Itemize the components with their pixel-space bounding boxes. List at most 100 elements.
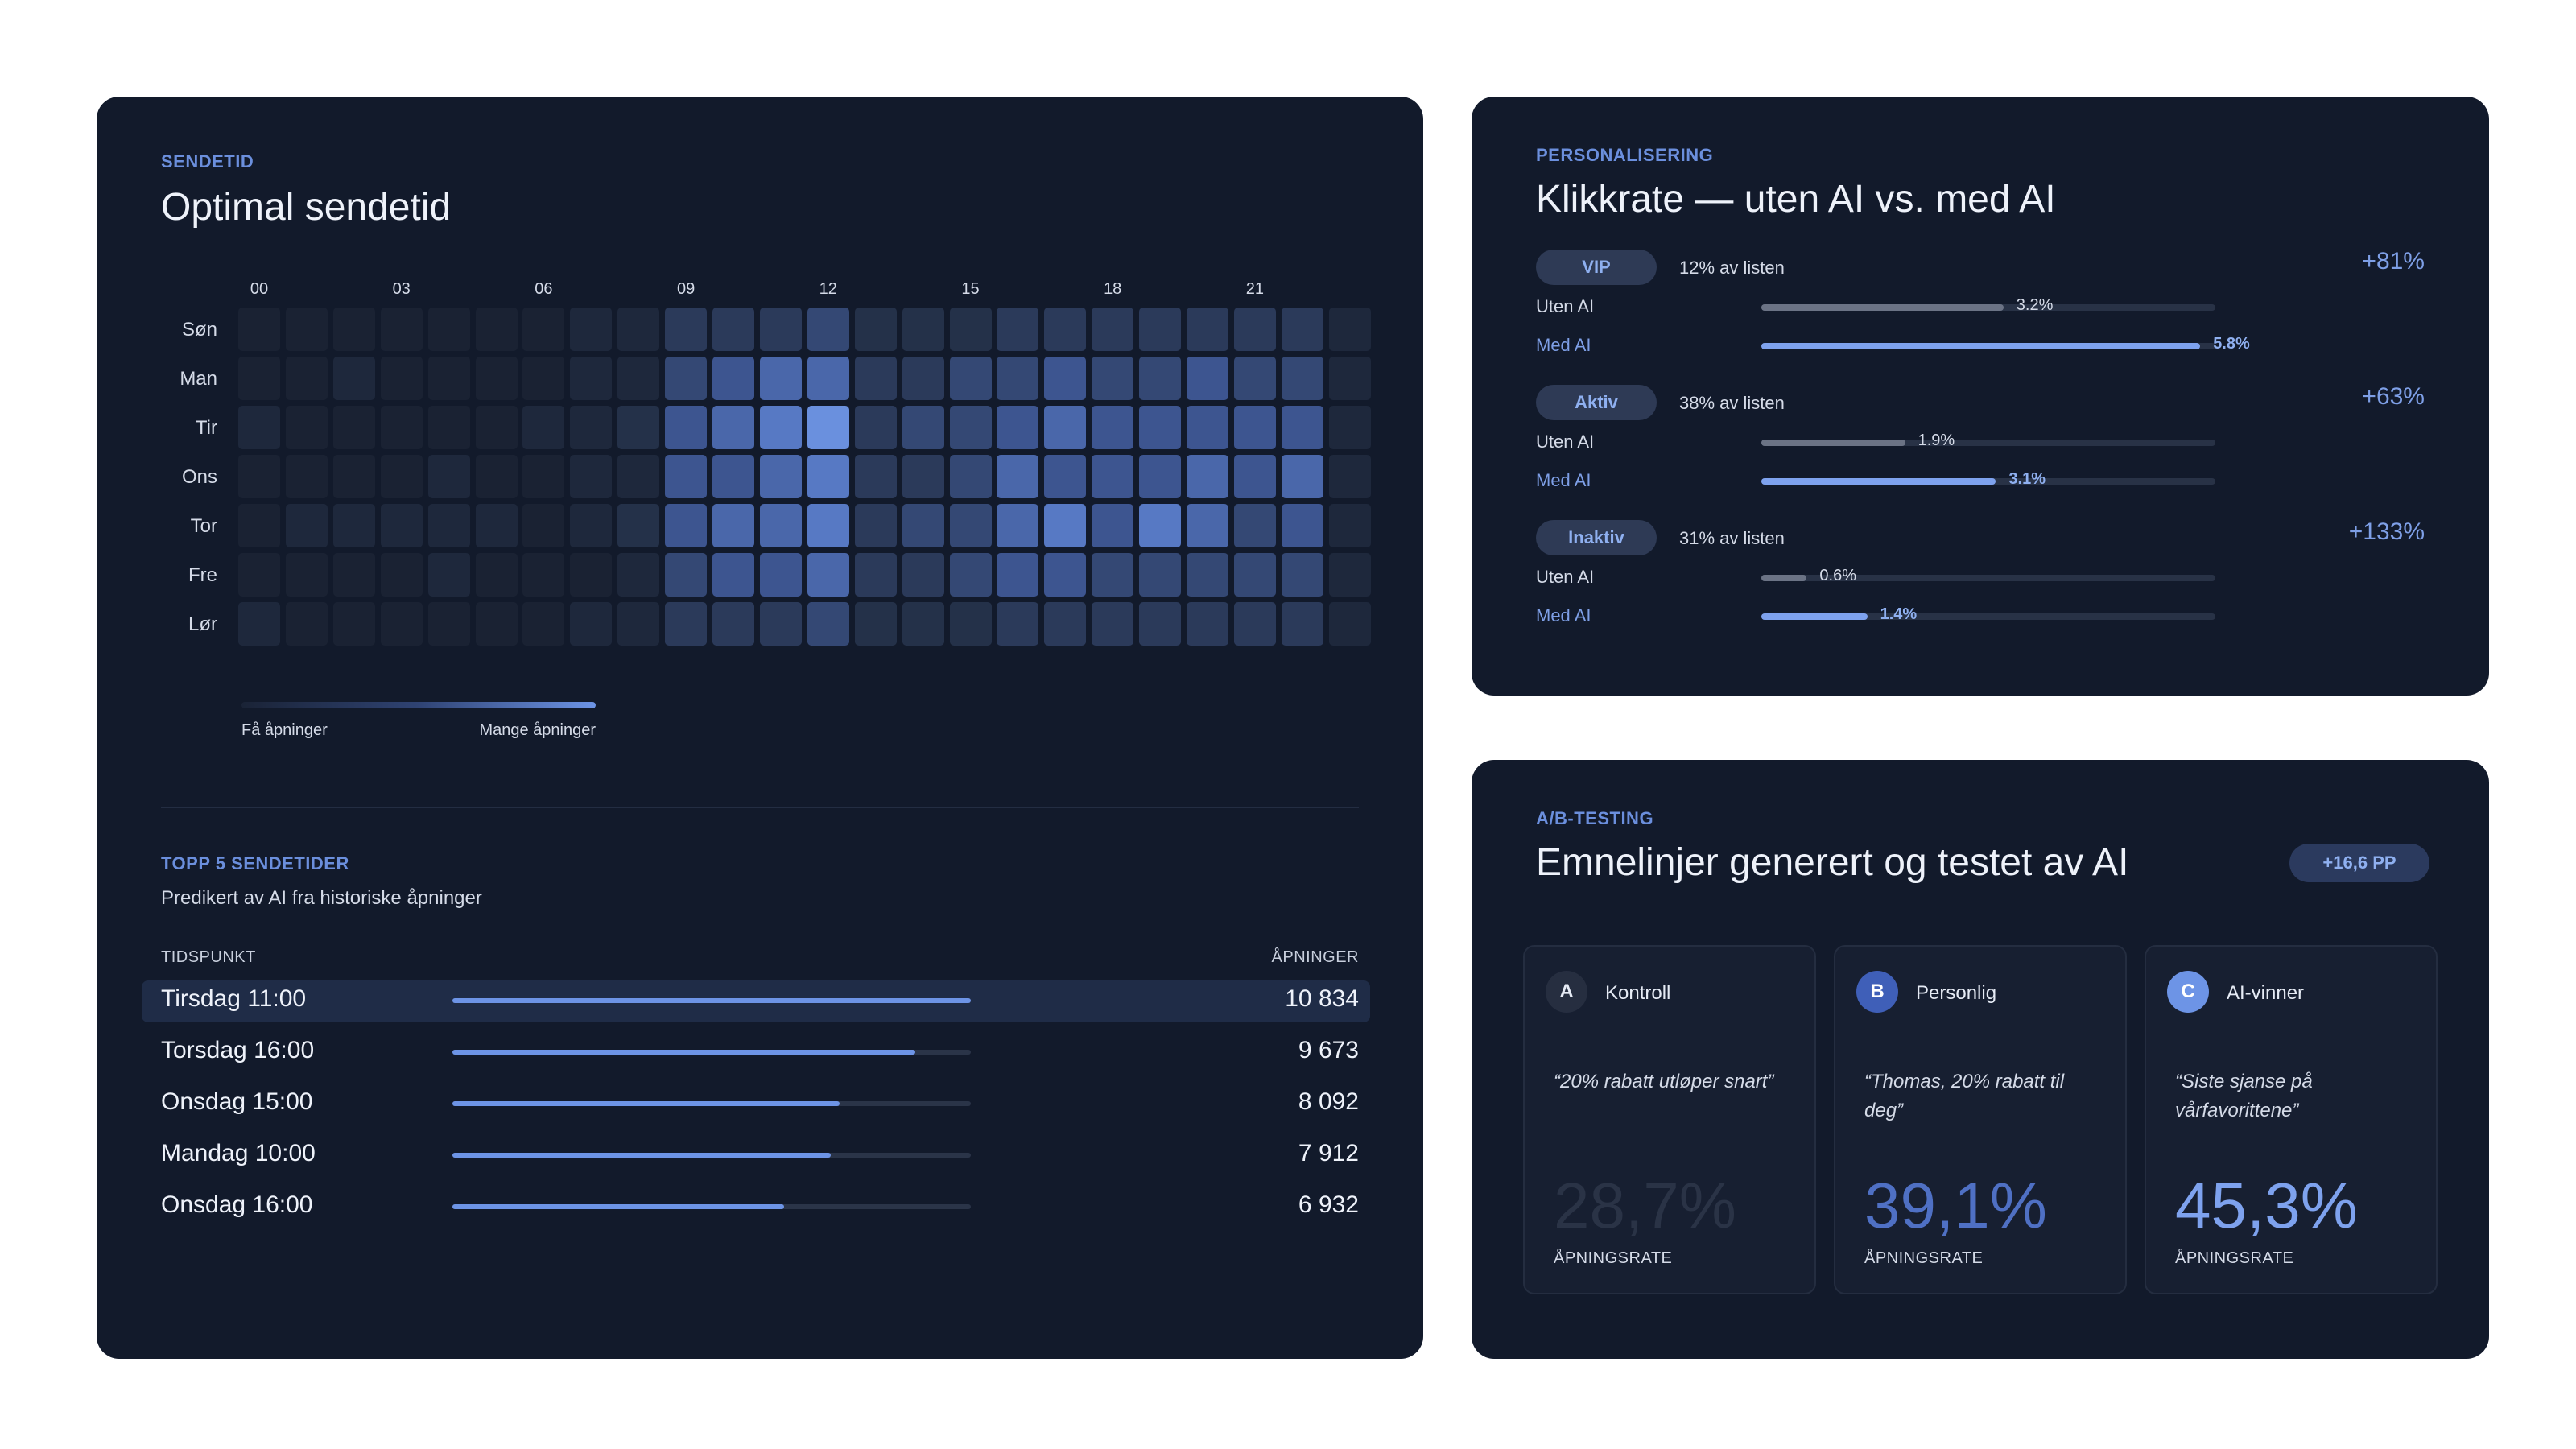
heatmap-cell	[759, 553, 802, 597]
heatmap-cell	[427, 357, 470, 400]
heatmap-cell	[759, 308, 802, 351]
day-label: Tor	[190, 515, 217, 537]
heatmap-cell	[238, 455, 280, 498]
rate-row-label: Uten AI	[1536, 296, 1595, 316]
heatmap-cell	[617, 357, 660, 400]
heatmap-cell	[617, 406, 660, 449]
heatmap-cell	[1187, 504, 1228, 547]
hour-label: 06	[535, 280, 553, 298]
rate-value: 1.9%	[1918, 431, 1955, 449]
heatmap-cell	[807, 504, 849, 547]
heatmap-cell	[997, 553, 1039, 597]
heatmap-cell	[1281, 308, 1323, 351]
heatmap-cell	[238, 553, 280, 597]
variant-name: Personlig	[1916, 982, 1997, 1004]
heatmap-cell	[902, 357, 944, 400]
heatmap-cell	[665, 553, 708, 597]
variant-subject-line: “20% rabatt utløper snart”	[1554, 1071, 1774, 1092]
heatmap-cell	[1328, 455, 1371, 498]
heatmap-cell	[1233, 504, 1276, 547]
heatmap-cell	[475, 357, 518, 400]
segment-badge: Aktiv	[1536, 385, 1657, 420]
lift-badge: +16,6 PP	[2289, 844, 2429, 882]
heatmap-cell	[285, 406, 328, 449]
heatmap-cell	[1092, 357, 1134, 400]
top5-eyebrow: TOPP 5 SENDETIDER	[161, 853, 349, 873]
top5-time: Onsdag 16:00	[161, 1191, 313, 1218]
segment-lift: +133%	[2348, 518, 2425, 545]
heatmap-legend-bar	[242, 702, 596, 708]
heatmap-cell	[902, 406, 944, 449]
heatmap-cell	[427, 504, 470, 547]
rate-row-label: Uten AI	[1536, 567, 1595, 587]
rate-bar-fill	[1761, 478, 1996, 485]
ab-eyebrow: A/B-TESTING	[1536, 808, 1654, 828]
heatmap-cell	[712, 308, 754, 351]
heatmap-cell	[1092, 602, 1134, 646]
top5-count: 7 912	[1298, 1140, 1359, 1166]
heatmap-cell	[997, 455, 1039, 498]
top5-bar-fill	[452, 1204, 785, 1209]
heatmap-cell	[570, 357, 613, 400]
heatmap-cell	[522, 308, 565, 351]
heatmap-cell	[570, 553, 613, 597]
heatmap-cell	[332, 455, 375, 498]
heatmap-cell	[427, 406, 470, 449]
heatmap-cell	[570, 455, 613, 498]
segment-lift: +81%	[2362, 248, 2425, 275]
heatmap-cell	[1139, 406, 1182, 449]
heatmap-cell	[332, 602, 375, 646]
top5-time: Tirsdag 11:00	[161, 985, 307, 1012]
variant-card-b: B Personlig “Thomas, 20% rabatt til deg” 39…	[1834, 945, 2127, 1294]
hour-label: 15	[961, 280, 980, 298]
heatmap-cell	[475, 504, 518, 547]
send-time-title: Optimal sendetid	[161, 186, 452, 229]
variant-open-rate-label: ÅPNINGSRATE	[1554, 1249, 1673, 1267]
heatmap-cell	[285, 553, 328, 597]
heatmap-cell	[617, 602, 660, 646]
rate-bar-track	[1761, 613, 2215, 620]
heatmap-cell	[1092, 455, 1134, 498]
heatmap-cell	[285, 504, 328, 547]
heatmap-cell	[997, 357, 1039, 400]
heatmap-cell	[1139, 308, 1182, 351]
heatmap-cell	[522, 602, 565, 646]
heatmap-cell	[712, 504, 754, 547]
hour-label: 21	[1245, 280, 1265, 298]
heatmap-cell	[807, 406, 849, 449]
heatmap-cell	[570, 504, 613, 547]
heatmap-cell	[949, 406, 992, 449]
variant-letter-badge: A	[1546, 971, 1587, 1013]
variant-letter-badge: B	[1856, 971, 1898, 1013]
heatmap-cell	[1281, 455, 1323, 498]
day-label: Fre	[188, 564, 217, 586]
heatmap-cell	[712, 357, 754, 400]
heatmap-cell	[1044, 406, 1087, 449]
heatmap-cell	[665, 455, 708, 498]
heatmap-cell	[665, 504, 708, 547]
heatmap-cell	[665, 308, 708, 351]
heatmap-cell	[712, 406, 754, 449]
rate-row-label: Med AI	[1536, 335, 1591, 355]
top5-count: 10 834	[1285, 985, 1359, 1012]
heatmap-cell	[949, 553, 992, 597]
hour-label: 09	[676, 280, 696, 298]
heatmap-cell	[380, 406, 423, 449]
heatmap-cell	[427, 308, 470, 351]
heatmap-cell	[380, 308, 423, 351]
heatmap-cell	[475, 308, 518, 351]
heatmap-cell	[1233, 455, 1276, 498]
heatmap-cell	[238, 357, 280, 400]
heatmap-cell	[1328, 357, 1371, 400]
heatmap-cell	[427, 553, 470, 597]
heatmap-cell	[854, 553, 897, 597]
variant-open-rate: 28,7%	[1554, 1170, 1736, 1241]
heatmap-cell	[522, 357, 565, 400]
heatmap-cell	[997, 308, 1039, 351]
heatmap-cell	[807, 455, 849, 498]
heatmap-cell	[1044, 308, 1087, 351]
variant-open-rate-label: ÅPNINGSRATE	[1864, 1249, 1984, 1267]
heatmap-cell	[427, 455, 470, 498]
heatmap-cell	[617, 504, 660, 547]
rate-value: 0.6%	[1819, 567, 1856, 584]
